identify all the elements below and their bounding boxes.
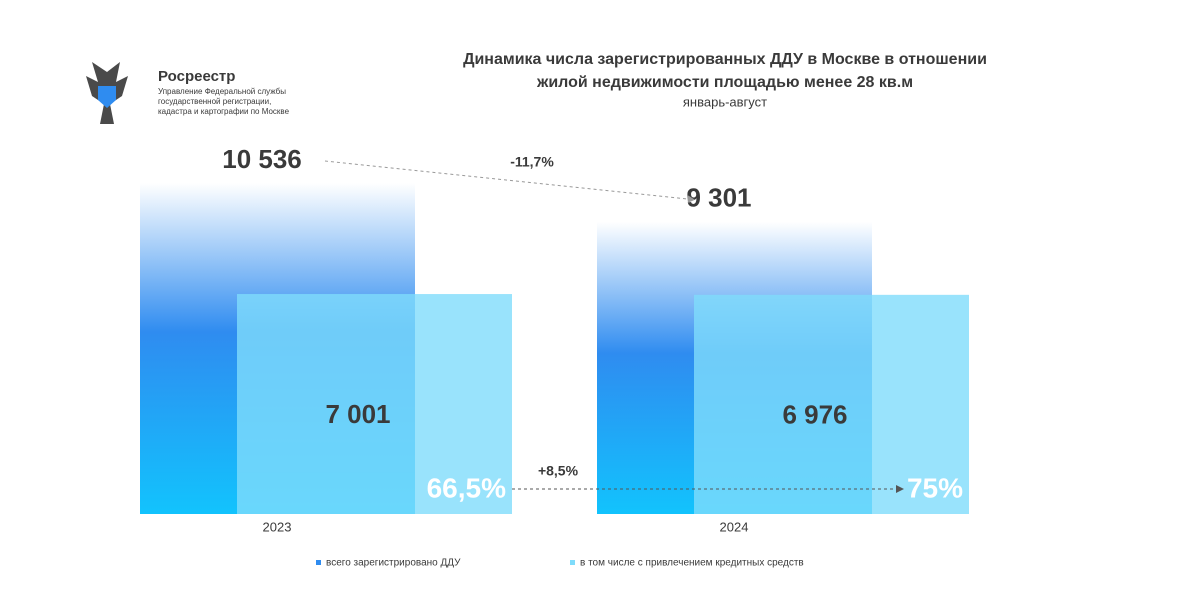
arrow-head	[687, 194, 695, 203]
bar	[694, 294, 969, 514]
arrow-head	[896, 485, 904, 493]
value-label: 7 001	[325, 399, 390, 429]
logo-name: Росреестр	[158, 68, 235, 85]
chart-title: жилой недвижимости площадью менее 28 кв.…	[536, 74, 913, 91]
logo-line: Управление Федеральной службы	[158, 87, 286, 96]
value-label: 9 301	[686, 183, 751, 213]
share-label: 75%	[907, 472, 963, 503]
change-label: -11,7%	[510, 154, 554, 170]
change-label: +8,5%	[538, 463, 579, 479]
legend-swatch	[316, 560, 321, 565]
x-tick-label: 2023	[263, 519, 292, 534]
legend-label: в том числе с привлечением кредитных сре…	[580, 558, 804, 569]
logo-line: государственной регистрации,	[158, 97, 271, 106]
value-label: 10 536	[222, 144, 302, 174]
logo: Росреестр Управление Федеральной службы …	[86, 62, 290, 124]
logo-shield	[98, 86, 116, 108]
x-tick-label: 2024	[720, 519, 749, 534]
legend-label: всего зарегистрировано ДДУ	[326, 558, 461, 569]
chart-subtitle: январь-август	[683, 94, 767, 109]
bar	[237, 294, 512, 514]
chart-title: Динамика числа зарегистрированных ДДУ в …	[463, 51, 987, 68]
logo-line: кадастра и картографии по Москве	[158, 107, 290, 116]
legend-swatch	[570, 560, 575, 565]
value-label: 6 976	[782, 399, 847, 429]
change-arrow	[324, 160, 696, 201]
share-label: 66,5%	[427, 472, 506, 503]
